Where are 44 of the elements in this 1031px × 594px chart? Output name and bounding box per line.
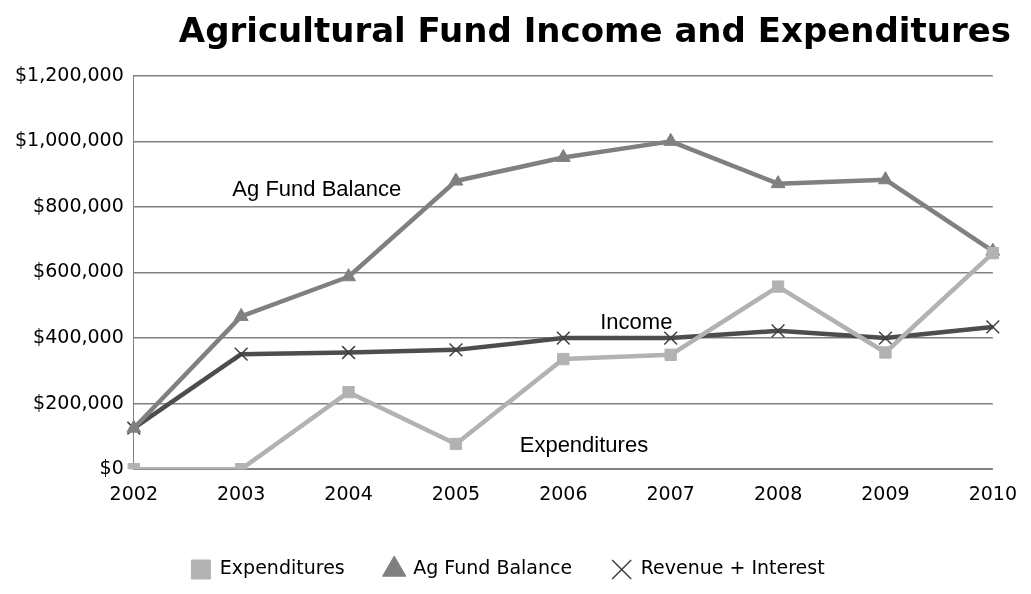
point — [770, 323, 786, 338]
y-tick-label: $400,000 — [33, 325, 124, 347]
point — [878, 330, 893, 346]
point — [448, 172, 464, 186]
y-tick-label: $1,000,000 — [14, 128, 124, 151]
point — [342, 386, 355, 399]
point — [985, 319, 1000, 335]
point — [448, 342, 464, 357]
annotation: Expenditures — [519, 432, 649, 458]
x-tick-label: 2007 — [646, 481, 695, 504]
point — [986, 247, 999, 260]
legend-label: Revenue + Interest — [640, 556, 825, 579]
x-tick-label: 2008 — [753, 481, 803, 504]
point — [770, 175, 786, 189]
legend-label: Expenditures — [219, 556, 345, 579]
annotation: Income — [600, 308, 673, 334]
x-tick-label: 2006 — [539, 481, 588, 504]
point — [234, 347, 249, 362]
x-tick-label: 2005 — [431, 481, 481, 504]
x-tick-label: 2003 — [216, 481, 266, 504]
point — [557, 352, 570, 366]
point — [663, 330, 678, 346]
point — [233, 307, 249, 321]
x-tick-label: 2010 — [968, 481, 1017, 504]
chart-title: Agricultural Fund Income and Expenditures — [178, 10, 1011, 51]
point — [878, 171, 893, 185]
y-tick-label: $0 — [99, 456, 124, 479]
annotation: Ag Fund Balance — [232, 175, 402, 201]
y-tick-label: $1,200,000 — [14, 62, 124, 85]
point — [664, 348, 677, 361]
x-tick-label: 2009 — [861, 481, 910, 504]
point — [879, 346, 892, 359]
point — [556, 330, 571, 346]
point — [341, 268, 356, 282]
y-tick-label: $800,000 — [33, 193, 124, 216]
point — [449, 437, 463, 451]
y-tick-label: $600,000 — [33, 259, 124, 282]
y-tick-label: $200,000 — [33, 390, 124, 413]
x-tick-label: 2002 — [109, 481, 158, 504]
legend-label: Ag Fund Balance — [413, 556, 573, 579]
x-tick-label: 2004 — [324, 481, 373, 504]
point — [341, 345, 356, 360]
point — [555, 148, 571, 162]
point — [771, 280, 785, 293]
